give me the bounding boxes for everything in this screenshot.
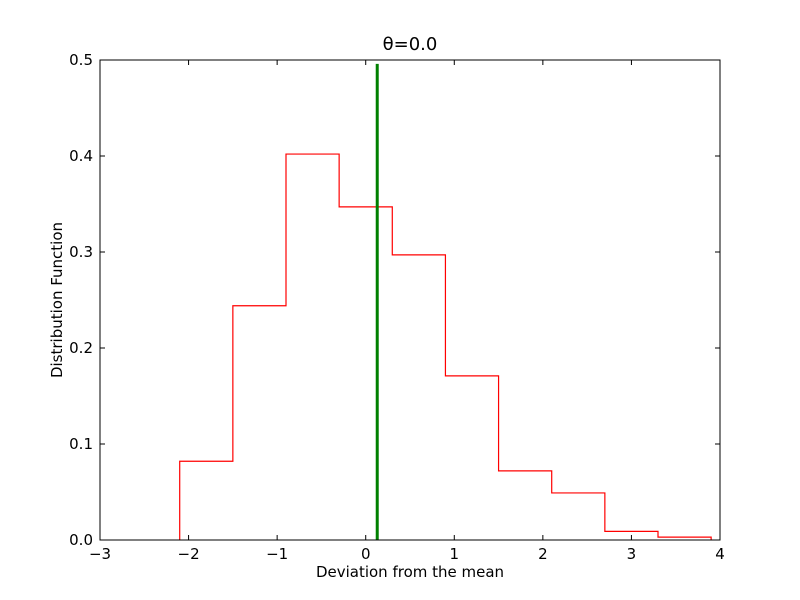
y-tick-label: 0.5: [69, 51, 93, 69]
y-axis-label: Distribution Function: [48, 222, 66, 378]
y-tick-label: 0.2: [69, 339, 93, 357]
y-tick-label: 0.0: [69, 531, 93, 549]
x-tick-label: −2: [178, 545, 200, 563]
x-tick-label: 2: [538, 545, 548, 563]
x-tick-label: 0: [361, 545, 371, 563]
histogram-bin: [339, 207, 392, 540]
x-axis-label: Deviation from the mean: [316, 563, 504, 581]
y-tick-label: 0.1: [69, 435, 93, 453]
x-tick-label: 4: [715, 545, 725, 563]
axis-ticks: −3 −2 −1 0 1 2 3 4 0.0 0.1 0.2 0.3 0.4 0.5: [69, 51, 725, 563]
histogram-bin: [180, 461, 233, 540]
histogram-bin: [552, 493, 605, 540]
x-tick-label: 3: [627, 545, 637, 563]
histogram-bin: [233, 306, 286, 540]
histogram-bin: [499, 471, 552, 540]
chart-title: θ=0.0: [383, 34, 438, 55]
x-tick-label: −3: [89, 545, 111, 563]
histogram-bin: [286, 154, 339, 540]
y-tick-label: 0.3: [69, 243, 93, 261]
plot-content: [179, 63, 712, 540]
histogram-bin: [445, 376, 498, 540]
y-tick-label: 0.4: [69, 147, 93, 165]
x-tick-label: −1: [266, 545, 288, 563]
x-tick-label: 1: [450, 545, 460, 563]
plot-frame: [99, 59, 721, 541]
histogram-step-line: [179, 153, 712, 540]
histogram-bin: [392, 255, 445, 540]
